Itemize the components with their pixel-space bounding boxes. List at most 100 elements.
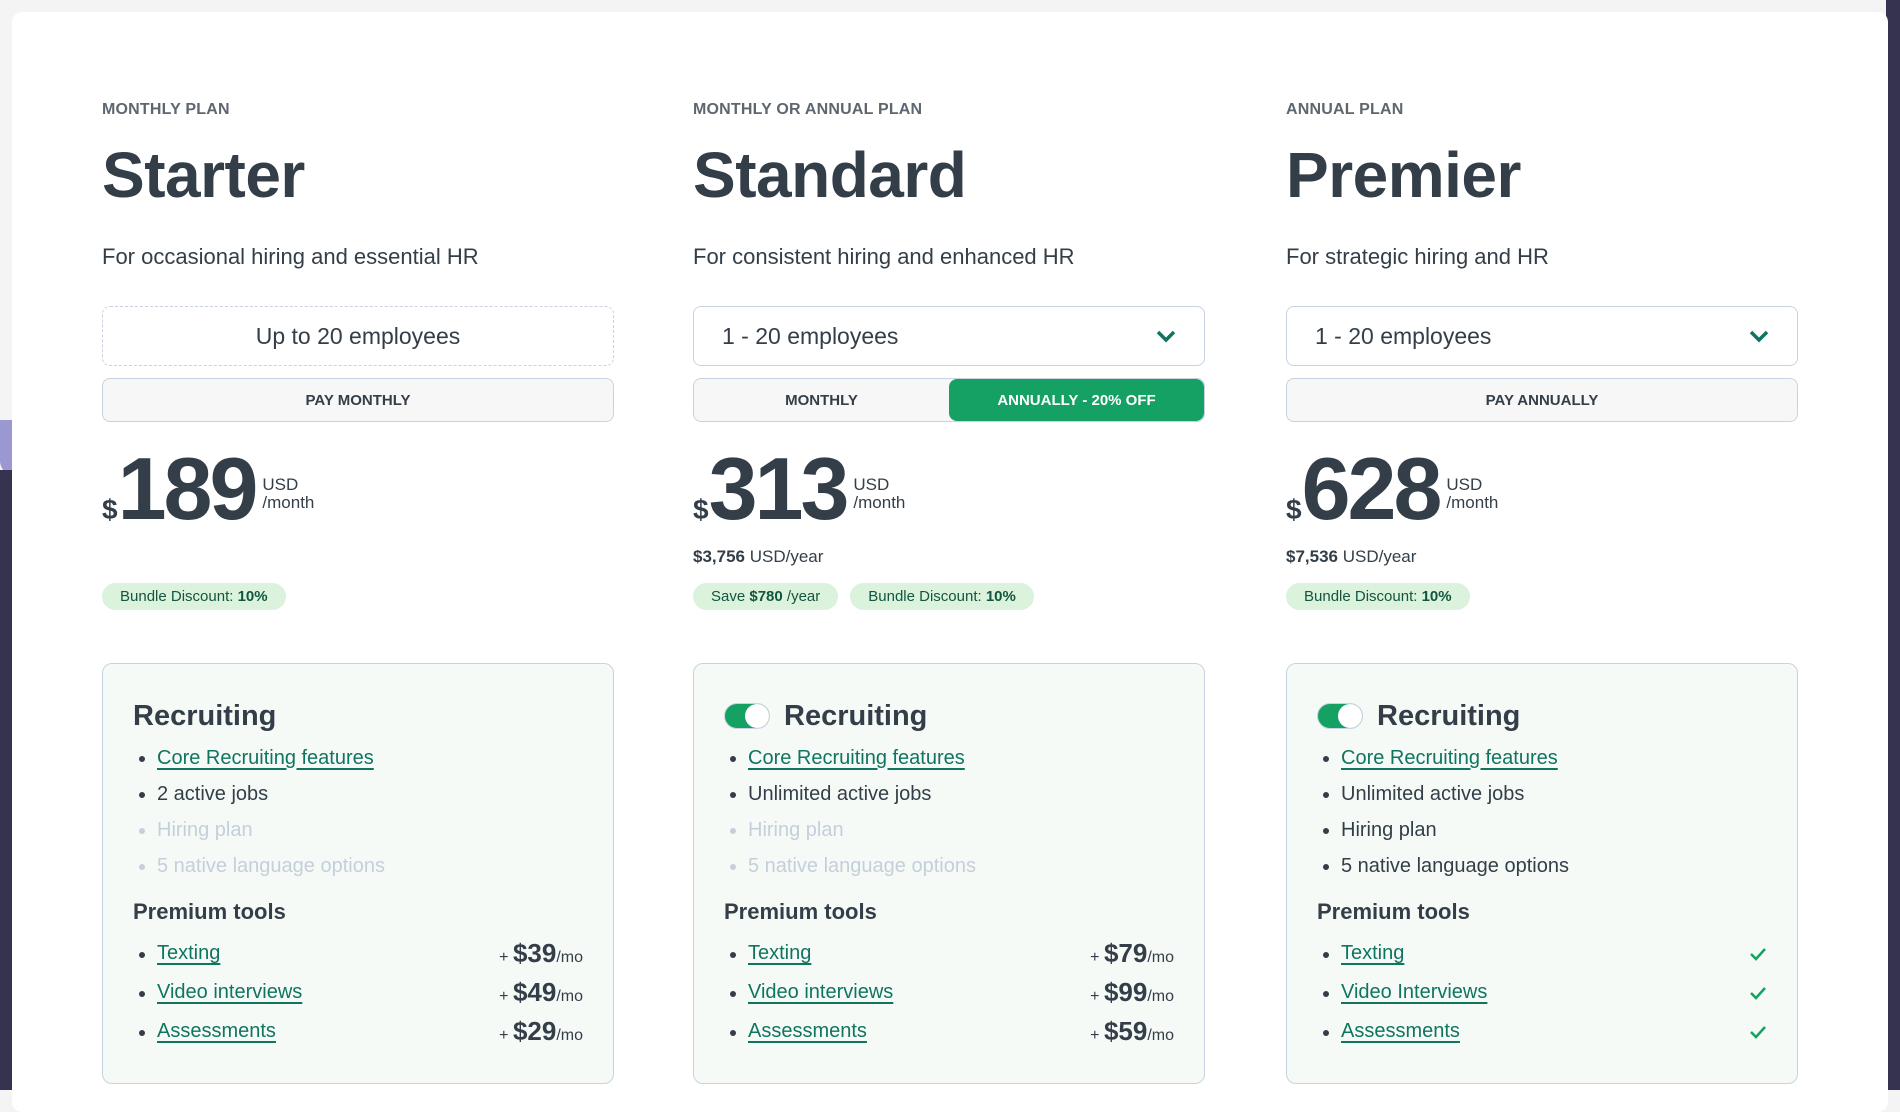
tool-price: + $49/mo [499, 977, 583, 1007]
currency-code: USD [262, 475, 299, 494]
badge-row: Bundle Discount: 10% [1286, 583, 1470, 610]
plan-kicker: ANNUAL PLAN [1286, 101, 1404, 118]
features-box: Recruiting Core Recruiting features Unlim… [693, 663, 1205, 1084]
badge-row: Bundle Discount: 10% [102, 583, 286, 610]
price-amount: 628 [1301, 439, 1443, 538]
yearly-unit: USD/year [1338, 547, 1417, 566]
tool-item: Texting [1317, 934, 1767, 973]
feature-item: Unlimited active jobs [724, 776, 1174, 812]
premium-tools-title: Premium tools [724, 899, 877, 924]
premium-tools-title: Premium tools [1317, 899, 1470, 924]
yearly-amount: $3,756 [693, 547, 745, 566]
price-period: /month [853, 493, 906, 512]
tool-link[interactable]: Assessments [748, 1020, 867, 1042]
section-title: Recruiting [784, 699, 928, 732]
section-title: Recruiting [133, 699, 277, 732]
tool-price: + $39/mo [499, 938, 583, 968]
plan-tagline: For strategic hiring and HR [1286, 244, 1549, 269]
background-decoration [0, 420, 14, 475]
price-amount: 189 [117, 439, 259, 538]
tool-link[interactable]: Texting [1341, 942, 1405, 964]
plan-kicker: MONTHLY OR ANNUAL PLAN [693, 101, 923, 118]
tool-item: Video interviews + $49/mo [133, 973, 583, 1012]
tool-price: + $59/mo [1090, 1016, 1174, 1046]
tool-link[interactable]: Assessments [157, 1020, 276, 1042]
feature-link[interactable]: Core Recruiting features [1341, 746, 1558, 769]
currency-symbol: $ [1286, 494, 1302, 525]
employee-count-value: 1 - 20 employees [1315, 322, 1492, 349]
price: $628 USD/month [1286, 444, 1498, 534]
tool-item: Assessments + $59/mo [724, 1012, 1174, 1051]
tool-item: Video Interviews [1317, 973, 1767, 1012]
background-decoration [0, 470, 14, 1090]
feature-text: Unlimited active jobs [748, 782, 932, 805]
check-icon [1750, 1025, 1766, 1039]
section-title: Recruiting [1377, 699, 1521, 732]
tool-link[interactable]: Video Interviews [1341, 981, 1488, 1003]
feature-text: 5 native language options [157, 854, 385, 877]
check-icon [1750, 947, 1766, 961]
feature-item[interactable]: Core Recruiting features [1317, 740, 1767, 776]
tool-link[interactable]: Video interviews [748, 981, 894, 1003]
billing-toggle[interactable]: PAY MONTHLY [102, 378, 614, 422]
currency-code: USD [1446, 475, 1483, 494]
feature-item: Hiring plan [133, 812, 583, 848]
feature-item: Hiring plan [724, 812, 1174, 848]
feature-item[interactable]: Core Recruiting features [133, 740, 583, 776]
plan-name: Standard [693, 139, 967, 211]
billing-option-button[interactable]: PAY ANNUALLY [1485, 391, 1599, 409]
price-unit: USD/month [262, 476, 314, 512]
feature-link[interactable]: Core Recruiting features [157, 746, 374, 769]
feature-link[interactable]: Core Recruiting features [748, 746, 965, 769]
price-period: /month [262, 493, 315, 512]
plan-column-starter: MONTHLY PLAN Starter For occasional hiri… [102, 12, 614, 1102]
billing-option-button[interactable]: ANNUALLY - 20% OFF [949, 379, 1204, 421]
billing-option-button[interactable]: MONTHLY [785, 391, 858, 409]
tool-item: Texting + $79/mo [724, 934, 1174, 973]
currency-symbol: $ [102, 494, 118, 525]
currency-symbol: $ [693, 494, 709, 525]
price-amount: 313 [708, 439, 850, 538]
features-box: Recruiting Core Recruiting features Unlim… [1286, 663, 1798, 1084]
employee-count-value: 1 - 20 employees [722, 322, 899, 349]
background-decoration [1886, 0, 1900, 1090]
feature-item: Hiring plan [1317, 812, 1767, 848]
tool-link[interactable]: Video interviews [157, 981, 303, 1003]
yearly-price: $7,536 USD/year [1286, 547, 1416, 567]
pricing-panel: MONTHLY PLAN Starter For occasional hiri… [12, 12, 1888, 1112]
billing-toggle[interactable]: PAY ANNUALLY [1286, 378, 1798, 422]
price-period: /month [1446, 493, 1499, 512]
recruiting-toggle[interactable] [724, 703, 770, 729]
tool-item: Texting + $39/mo [133, 934, 583, 973]
employee-count-dropdown[interactable]: 1 - 20 employees [693, 306, 1205, 366]
feature-text: 5 native language options [1341, 854, 1569, 877]
yearly-amount: $7,536 [1286, 547, 1338, 566]
badge-row: Save $780 /year Bundle Discount: 10% [693, 583, 1034, 610]
feature-list: Core Recruiting features Unlimited active… [724, 740, 1174, 884]
tool-link[interactable]: Assessments [1341, 1020, 1460, 1042]
tool-link[interactable]: Texting [748, 942, 812, 964]
tool-price: + $29/mo [499, 1016, 583, 1046]
tool-item: Assessments + $29/mo [133, 1012, 583, 1051]
price: $313 USD/month [693, 444, 905, 534]
chevron-down-icon [1749, 330, 1769, 343]
plan-name: Premier [1286, 139, 1521, 211]
feature-list: Core Recruiting features 2 active jobs Hir… [133, 740, 583, 884]
chevron-down-icon [1156, 330, 1176, 343]
plan-column-standard: MONTHLY OR ANNUAL PLAN Standard For cons… [693, 12, 1205, 1102]
billing-option-button[interactable]: PAY MONTHLY [305, 391, 411, 409]
feature-text: Unlimited active jobs [1341, 782, 1525, 805]
feature-item[interactable]: Core Recruiting features [724, 740, 1174, 776]
feature-text: Hiring plan [157, 818, 253, 841]
feature-list: Core Recruiting features Unlimited active… [1317, 740, 1767, 884]
yearly-price: $3,756 USD/year [693, 547, 823, 567]
premium-tools-list: Texting Video Interviews Assessments [1317, 934, 1767, 1051]
feature-item: 5 native language options [1317, 848, 1767, 884]
employee-count-dropdown[interactable]: 1 - 20 employees [1286, 306, 1798, 366]
tool-price: + $99/mo [1090, 977, 1174, 1007]
feature-item: 2 active jobs [133, 776, 583, 812]
recruiting-toggle[interactable] [1317, 703, 1363, 729]
billing-toggle[interactable]: MONTHLY ANNUALLY - 20% OFF [693, 378, 1205, 422]
discount-badge: Bundle Discount: 10% [102, 583, 286, 610]
tool-link[interactable]: Texting [157, 942, 221, 964]
